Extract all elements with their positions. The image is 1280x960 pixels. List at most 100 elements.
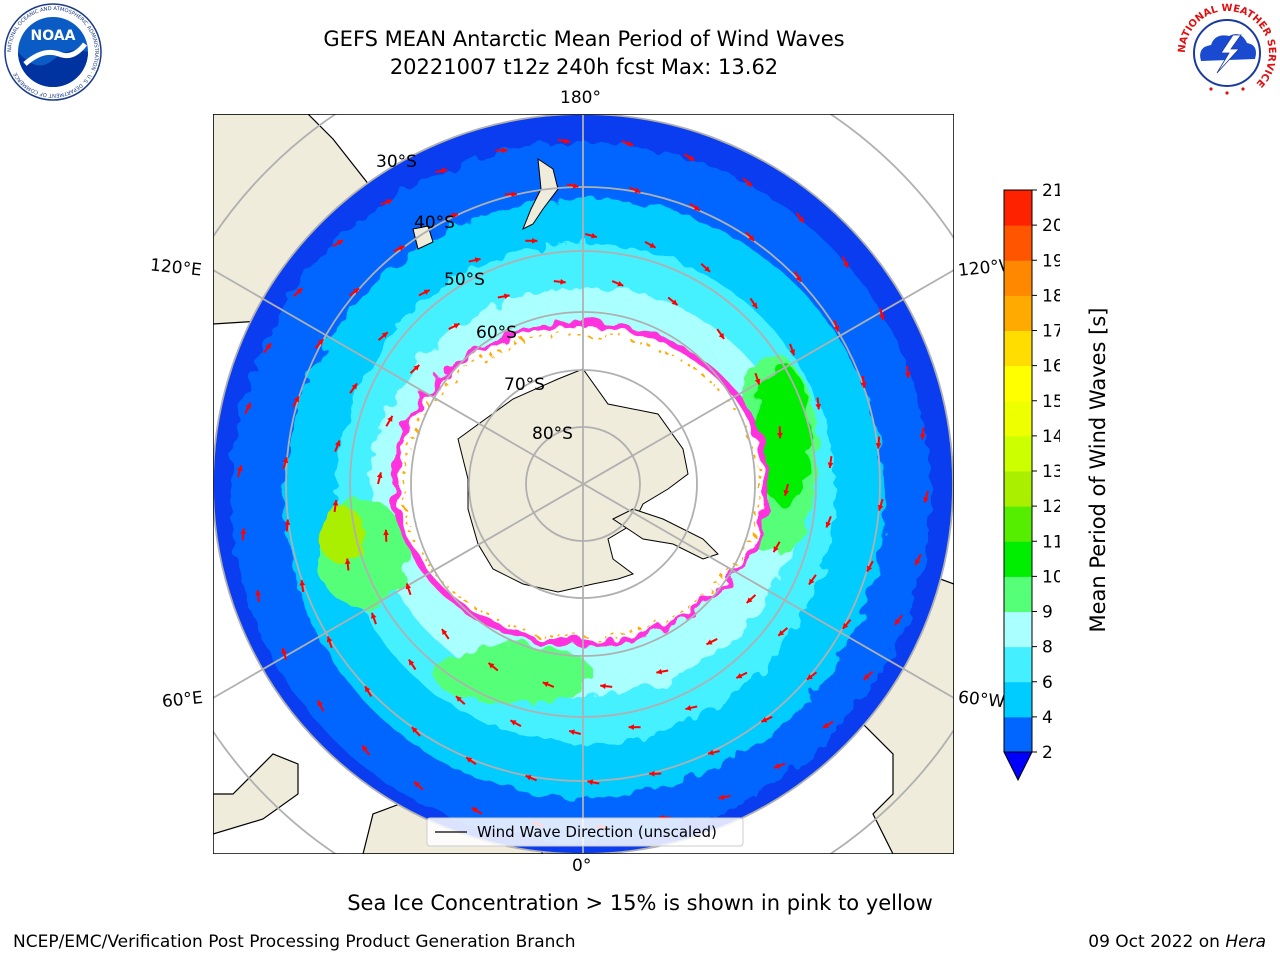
polar-map: Wind Wave Direction (unscaled) xyxy=(213,114,954,854)
wind-wave-arrowhead xyxy=(542,681,549,687)
wind-wave-arrowhead xyxy=(587,779,594,786)
lon-label-180: 180° xyxy=(560,88,601,108)
colorbar-swatch xyxy=(1004,576,1032,612)
lat-label-40s: 40°S xyxy=(414,213,455,233)
wind-wave-arrowhead xyxy=(923,496,929,503)
wind-wave-arrowhead xyxy=(671,299,678,306)
wind-wave-arrowhead xyxy=(773,546,779,553)
footer-date: 09 Oct 2022 on Hera xyxy=(1088,932,1266,952)
wind-wave-arrowhead xyxy=(795,275,801,282)
colorbar-tick-label: 4 xyxy=(1042,708,1053,728)
colorbar-tick-label: 13 xyxy=(1042,462,1060,482)
wind-wave-arrowhead xyxy=(326,636,333,643)
wind-wave-arrowhead xyxy=(365,686,371,693)
sea-ice-caption: Sea Ice Concentration > 15% is shown in … xyxy=(347,891,933,915)
wind-wave-arrowhead xyxy=(299,580,306,586)
colorbar-swatch xyxy=(1004,716,1032,753)
graticule xyxy=(213,114,954,854)
colorbar-tick-label: 15 xyxy=(1042,392,1060,412)
svg-text:NOAA: NOAA xyxy=(31,28,76,44)
nws-logo: NATIONAL WEATHER SERVICE xyxy=(1177,3,1277,101)
colorbar-swatch xyxy=(1004,295,1032,331)
colorbar-swatch xyxy=(1004,541,1032,577)
wind-wave-arrowhead xyxy=(919,434,926,440)
wind-wave-arrowhead xyxy=(894,618,901,625)
colorbar-tick-label: 19 xyxy=(1042,251,1060,271)
wind-wave-arrowhead xyxy=(317,339,324,346)
wind-wave-arrowhead xyxy=(245,402,251,409)
wind-wave-arrowhead xyxy=(808,578,815,585)
wind-wave-arrowhead xyxy=(591,232,597,239)
wind-wave-arrowhead xyxy=(441,629,448,636)
wind-wave-arrowhead xyxy=(351,383,358,390)
wind-wave-arrowhead xyxy=(778,630,785,636)
wind-wave-arrowhead xyxy=(423,289,430,295)
wind-wave-arrowhead xyxy=(381,332,388,338)
footer-host: Hera xyxy=(1225,932,1266,952)
colorbar-swatch xyxy=(1004,506,1032,542)
wind-wave-arrowhead xyxy=(863,674,870,680)
wind-wave-arrowhead xyxy=(387,415,393,422)
colorbar-swatch xyxy=(1004,435,1032,472)
wind-wave-arrowhead xyxy=(783,489,790,496)
wind-wave-arrowhead xyxy=(761,717,768,723)
colorbar-swatch xyxy=(1004,681,1032,718)
wind-wave-arrowhead xyxy=(736,673,743,679)
colorbar-tick-label: 2 xyxy=(1042,743,1053,763)
wind-wave-arrowhead xyxy=(502,147,508,154)
wind-wave-arrowhead xyxy=(777,432,783,439)
wind-wave-arrowhead xyxy=(564,138,570,144)
wind-wave-arrowhead xyxy=(860,382,867,388)
wind-wave-arrowhead xyxy=(503,293,510,300)
wind-wave-arrowhead xyxy=(405,583,412,590)
wind-wave-arrowhead xyxy=(704,266,711,272)
wind-wave-arrowhead xyxy=(383,529,389,536)
wind-wave-arrowhead xyxy=(825,521,832,528)
wind-wave-arrowhead xyxy=(337,240,343,246)
lat-label-80s: 80°S xyxy=(532,424,573,444)
colorbar-swatch xyxy=(1004,260,1032,296)
wind-wave-arrowhead xyxy=(282,457,289,464)
colorbar-tick-label: 17 xyxy=(1042,322,1060,342)
wind-wave-arrowhead xyxy=(879,314,885,320)
wind-wave-arrowhead xyxy=(746,597,753,604)
wind-wave-arrowhead xyxy=(634,187,641,193)
colorbar-under-extension xyxy=(1003,751,1033,782)
wind-wave-arrowhead xyxy=(627,140,634,147)
wind-wave-arrowhead xyxy=(408,659,415,666)
colorbar-swatch xyxy=(1004,225,1032,261)
wind-wave-arrowhead xyxy=(284,519,291,526)
wind-wave-arrowhead xyxy=(455,696,462,702)
colorbar-swatch xyxy=(1004,646,1032,683)
colorbar-tick-label: 16 xyxy=(1042,357,1060,377)
wind-wave-arrowhead xyxy=(281,648,287,654)
wind-wave-arrowhead xyxy=(806,674,813,680)
footer-branch: NCEP/EMC/Verification Post Processing Pr… xyxy=(13,932,576,952)
wind-wave-arrowhead xyxy=(414,781,420,788)
africa-land xyxy=(213,753,299,835)
wind-wave-arrowhead xyxy=(452,212,459,219)
wind-wave-arrowhead xyxy=(441,167,448,174)
wind-wave-arrowhead xyxy=(827,462,834,469)
wind-wave-arrowhead xyxy=(240,528,247,534)
wind-wave-arrowhead xyxy=(751,302,758,309)
wind-wave-arrowhead xyxy=(649,770,655,777)
noaa-logo: NATIONAL OCEANIC AND ATMOSPHERIC ADMINIS… xyxy=(4,3,102,101)
wind-wave-arrowhead xyxy=(842,622,849,629)
wind-wave-arrowhead xyxy=(789,349,796,356)
colorbar-tick-label: 21 xyxy=(1042,181,1060,201)
footer-date-text: 09 Oct 2022 on xyxy=(1088,932,1226,952)
wind-wave-arrowhead xyxy=(748,235,755,241)
colorbar-label: Mean Period of Wind Waves [s] xyxy=(1086,307,1110,633)
wind-wave-arrowhead xyxy=(688,155,695,161)
lon-label-0: 0° xyxy=(572,856,592,876)
wind-wave-arrowhead xyxy=(370,612,377,619)
wind-wave-arrowhead xyxy=(649,242,656,248)
map-subtitle: 20221007 t12z 240h fcst Max: 13.62 xyxy=(389,55,779,79)
ocean-band-10s-west xyxy=(317,506,365,562)
wind-wave-arrowhead xyxy=(774,763,781,769)
legend-label: Wind Wave Direction (unscaled) xyxy=(477,823,717,841)
antarctica-land xyxy=(457,368,689,593)
wind-wave-arrowhead xyxy=(255,590,262,596)
wind-wave-arrowhead xyxy=(334,440,341,447)
